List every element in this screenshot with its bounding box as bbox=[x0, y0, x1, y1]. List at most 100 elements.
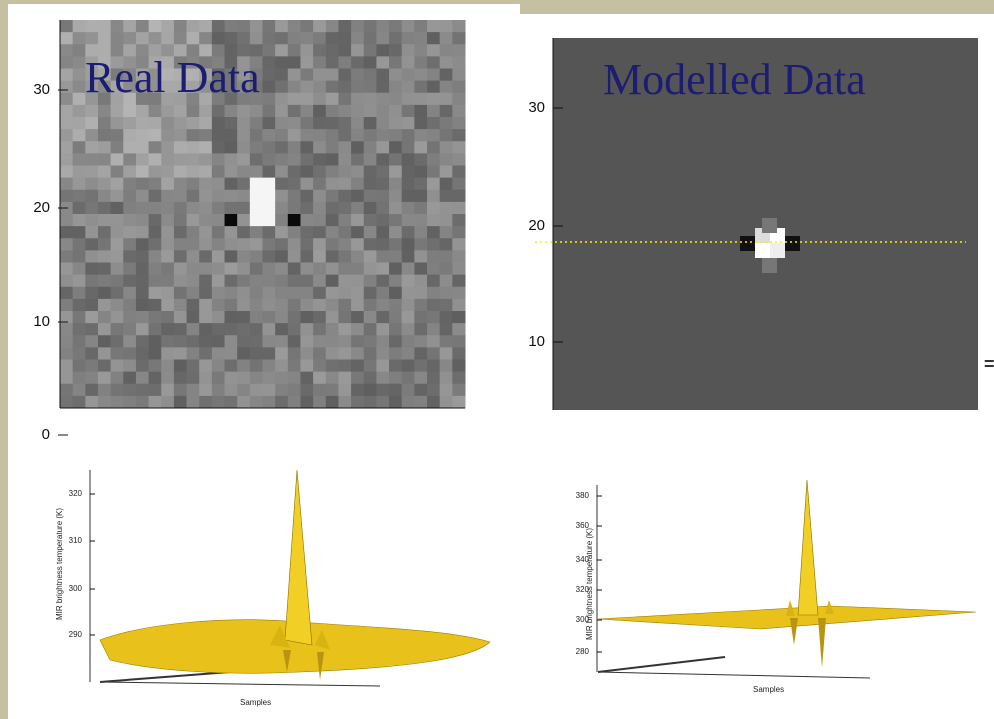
y-tick-label: 280 bbox=[576, 647, 590, 656]
pixel bbox=[72, 44, 86, 57]
pixel bbox=[325, 311, 339, 324]
pixel bbox=[237, 298, 251, 312]
pixel bbox=[325, 32, 339, 45]
pixel bbox=[401, 177, 415, 191]
pixel bbox=[401, 92, 415, 106]
pixel bbox=[363, 165, 377, 179]
pixel bbox=[249, 177, 263, 191]
pixel bbox=[161, 250, 175, 263]
pixel bbox=[85, 274, 99, 288]
pixel bbox=[135, 347, 150, 360]
pixel bbox=[275, 298, 289, 312]
pixel bbox=[389, 383, 403, 397]
pixel bbox=[224, 92, 238, 106]
pixel bbox=[338, 383, 352, 397]
pixel bbox=[237, 141, 251, 154]
pixel bbox=[287, 104, 301, 118]
pixel bbox=[60, 44, 74, 57]
pixel bbox=[148, 80, 162, 94]
pixel bbox=[173, 129, 188, 142]
pixel bbox=[211, 32, 226, 45]
pixel bbox=[186, 286, 200, 300]
pixel bbox=[72, 92, 86, 106]
pixel bbox=[351, 262, 365, 276]
pixel bbox=[199, 44, 213, 57]
pixel bbox=[275, 201, 289, 215]
pixel bbox=[85, 56, 99, 69]
pixel bbox=[262, 104, 276, 118]
pixel bbox=[287, 201, 301, 215]
pixel bbox=[389, 323, 403, 336]
pixel bbox=[300, 165, 314, 179]
pixel bbox=[414, 177, 428, 191]
pixel bbox=[313, 129, 327, 142]
pixel bbox=[287, 32, 301, 45]
pixel bbox=[199, 32, 213, 45]
pixel bbox=[148, 226, 162, 239]
pixel bbox=[275, 104, 289, 118]
pixel bbox=[249, 165, 263, 179]
pixel bbox=[97, 68, 112, 82]
pixel bbox=[785, 236, 800, 251]
pixel bbox=[325, 226, 339, 239]
pixel bbox=[237, 44, 251, 57]
pixel bbox=[186, 250, 200, 263]
pixel bbox=[123, 129, 137, 142]
spike bbox=[797, 479, 819, 616]
pixel bbox=[338, 153, 352, 166]
pixel bbox=[439, 395, 453, 409]
pixel bbox=[161, 129, 175, 142]
pixel bbox=[351, 177, 365, 191]
pixel bbox=[363, 153, 377, 166]
pixel bbox=[97, 117, 112, 130]
pixel bbox=[161, 226, 175, 239]
pixel bbox=[186, 395, 200, 409]
pixel bbox=[123, 250, 137, 263]
pixel bbox=[414, 311, 428, 324]
pixel bbox=[110, 32, 124, 45]
pixel bbox=[262, 347, 276, 360]
pixel bbox=[161, 214, 175, 227]
pixel bbox=[161, 68, 175, 82]
pixel bbox=[123, 286, 137, 300]
pixel bbox=[237, 214, 251, 227]
pixel bbox=[173, 177, 188, 191]
pixel bbox=[110, 262, 124, 276]
pixel bbox=[161, 311, 175, 324]
y-tick-label: 10 bbox=[528, 333, 545, 350]
pixel bbox=[224, 32, 238, 45]
pixel bbox=[237, 226, 251, 239]
pixel bbox=[427, 92, 441, 106]
pixel bbox=[389, 32, 403, 45]
pixel bbox=[351, 214, 365, 227]
y-tick-label: 380 bbox=[576, 491, 590, 500]
pixel bbox=[85, 286, 99, 300]
pixel bbox=[72, 359, 86, 373]
pixel bbox=[376, 359, 390, 373]
pixel bbox=[287, 20, 301, 33]
pixel bbox=[72, 68, 86, 82]
pixel bbox=[363, 141, 377, 154]
pixel bbox=[173, 117, 188, 130]
pixel bbox=[249, 32, 263, 45]
pixel bbox=[262, 68, 276, 82]
pixel bbox=[275, 165, 289, 179]
pixel bbox=[414, 56, 428, 69]
pixel bbox=[97, 80, 112, 94]
pixel bbox=[135, 32, 150, 45]
pixel bbox=[439, 129, 453, 142]
pixel bbox=[110, 129, 124, 142]
pixel bbox=[211, 262, 226, 276]
pixel bbox=[363, 117, 377, 130]
pixel bbox=[85, 92, 99, 106]
pixel bbox=[452, 262, 466, 276]
pixel bbox=[376, 68, 390, 82]
pixel bbox=[439, 226, 453, 239]
pixel bbox=[135, 177, 150, 191]
pixel bbox=[439, 153, 453, 166]
pixel bbox=[439, 201, 453, 215]
top-strip bbox=[0, 0, 994, 4]
pixel bbox=[224, 141, 238, 154]
pixel bbox=[427, 371, 441, 385]
pixel bbox=[275, 20, 289, 33]
